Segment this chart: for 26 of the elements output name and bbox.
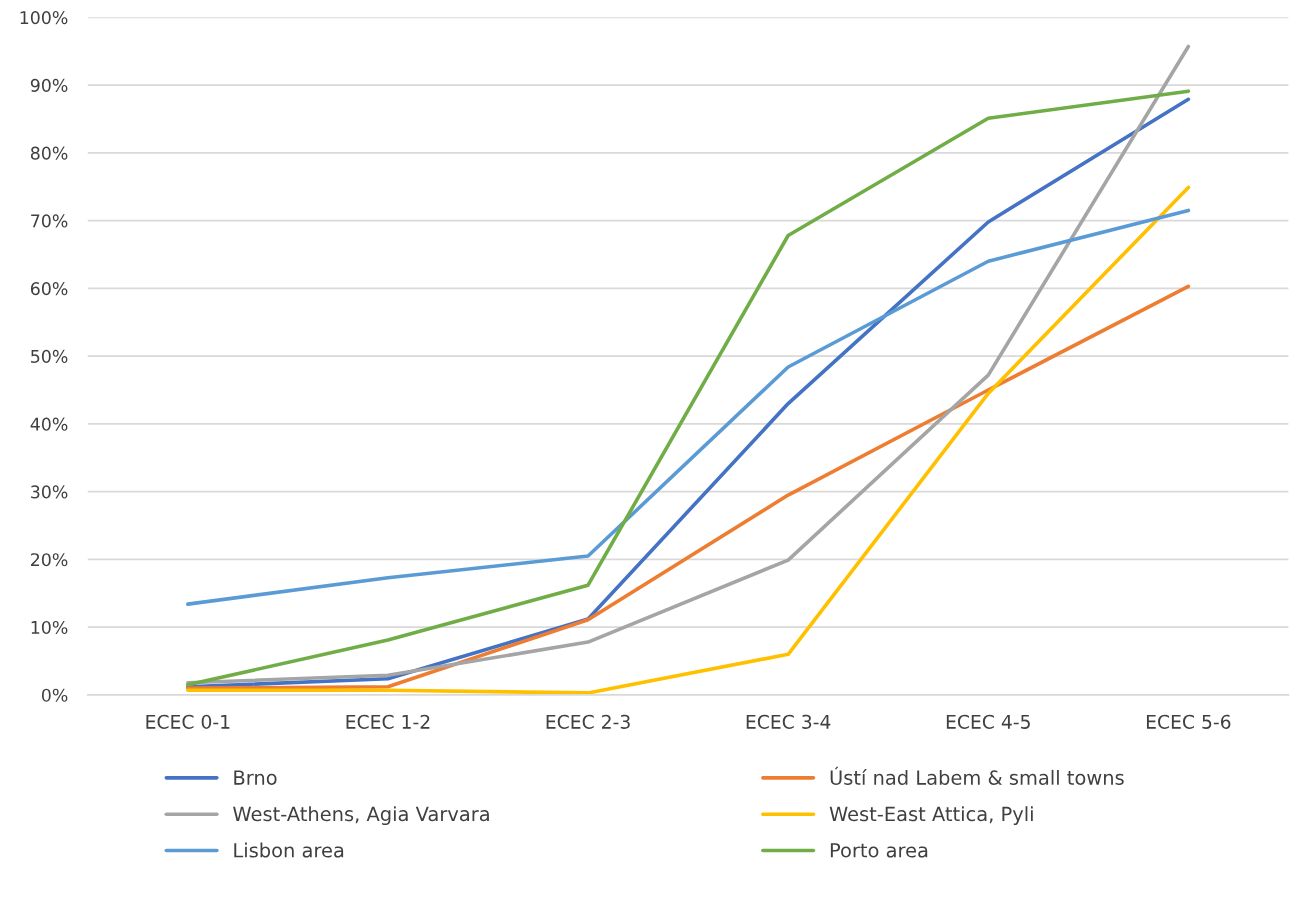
y-tick-label: 80% bbox=[30, 146, 68, 160]
y-tick-label: 20% bbox=[31, 553, 68, 567]
legend-label: Ústí nad Labem & small towns bbox=[830, 766, 1124, 785]
y-tick-label: 30% bbox=[31, 485, 68, 499]
line-series bbox=[186, 208, 1191, 606]
legend-label: Brno bbox=[234, 770, 277, 785]
line-series bbox=[186, 284, 1191, 690]
y-tick-label: 40% bbox=[30, 417, 68, 431]
line-series bbox=[186, 185, 1191, 695]
y-tick-label: 0% bbox=[41, 688, 68, 702]
x-tick-label: ECEC 3-4 bbox=[746, 714, 831, 729]
y-tick-label: 90% bbox=[30, 78, 68, 92]
y-tick-label: 10% bbox=[31, 620, 68, 635]
legend-label: Porto area bbox=[830, 843, 928, 858]
x-tick-label: ECEC 0-1 bbox=[146, 714, 230, 729]
x-tick-label: ECEC 5-6 bbox=[1146, 714, 1231, 729]
legend-label: West-Athens, Agia Varvara bbox=[233, 806, 489, 826]
legend-label: Lisbon area bbox=[234, 842, 344, 858]
y-tick-label: 100% bbox=[20, 11, 68, 25]
x-tick-label: ECEC 2-3 bbox=[546, 714, 630, 729]
y-tick-label: 70% bbox=[31, 214, 68, 228]
legend-label: West-East Attica, Pyli bbox=[829, 806, 1033, 826]
x-tick-label: ECEC 1-2 bbox=[346, 714, 430, 729]
x-tick-label: ECEC 4-5 bbox=[946, 714, 1030, 729]
y-tick-label: 50% bbox=[31, 349, 68, 363]
y-tick-label: 60% bbox=[30, 282, 68, 296]
